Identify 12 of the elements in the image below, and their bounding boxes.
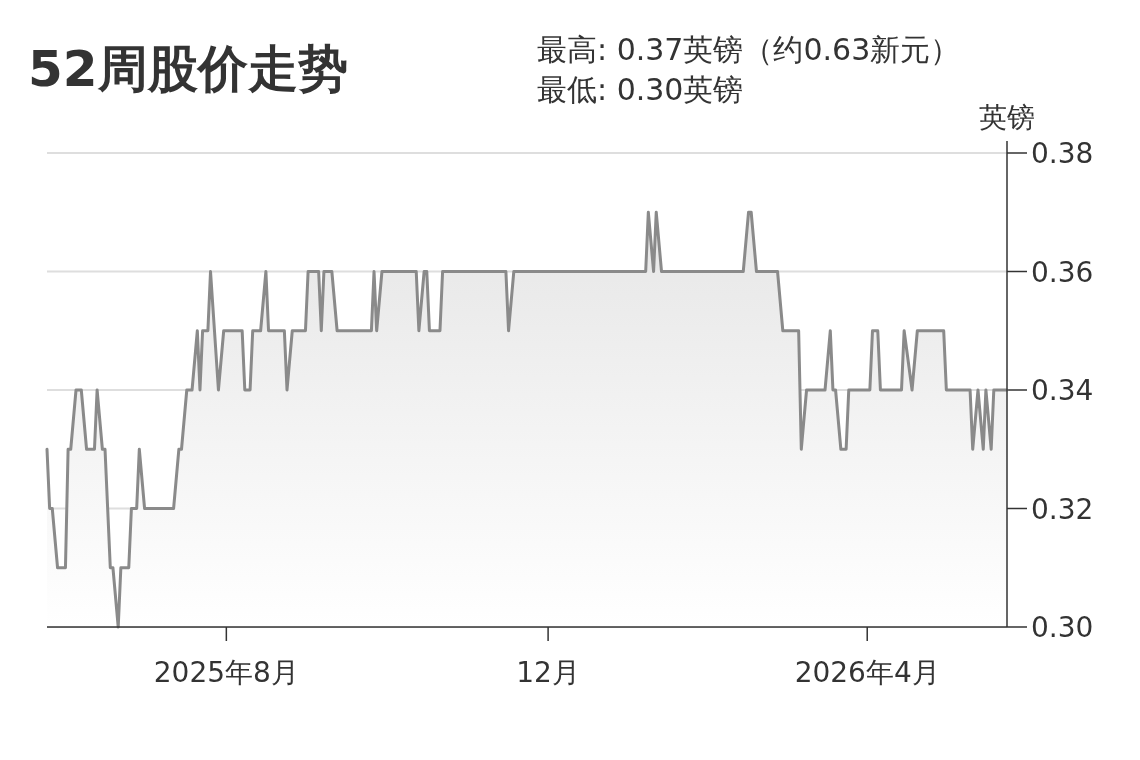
y-tick-label: 0.38 [1031, 137, 1094, 170]
text: 最低: 0.30英镑 [537, 72, 744, 107]
chart-title: 52周股价走势 [28, 40, 348, 98]
text: 最高: 0.37英镑（约0.63新元） [537, 32, 961, 67]
x-tick-label: 2025年8月 [153, 656, 299, 689]
x-tick-label: 2026年4月 [794, 656, 940, 689]
y-axis-title: 英镑 [979, 101, 1035, 134]
y-tick-label: 0.30 [1031, 611, 1094, 644]
y-tick-label: 0.36 [1031, 255, 1094, 289]
x-tick-label: 12月 [516, 656, 580, 689]
y-tick-label: 0.34 [1031, 374, 1094, 407]
y-tick-label: 0.32 [1031, 492, 1094, 526]
